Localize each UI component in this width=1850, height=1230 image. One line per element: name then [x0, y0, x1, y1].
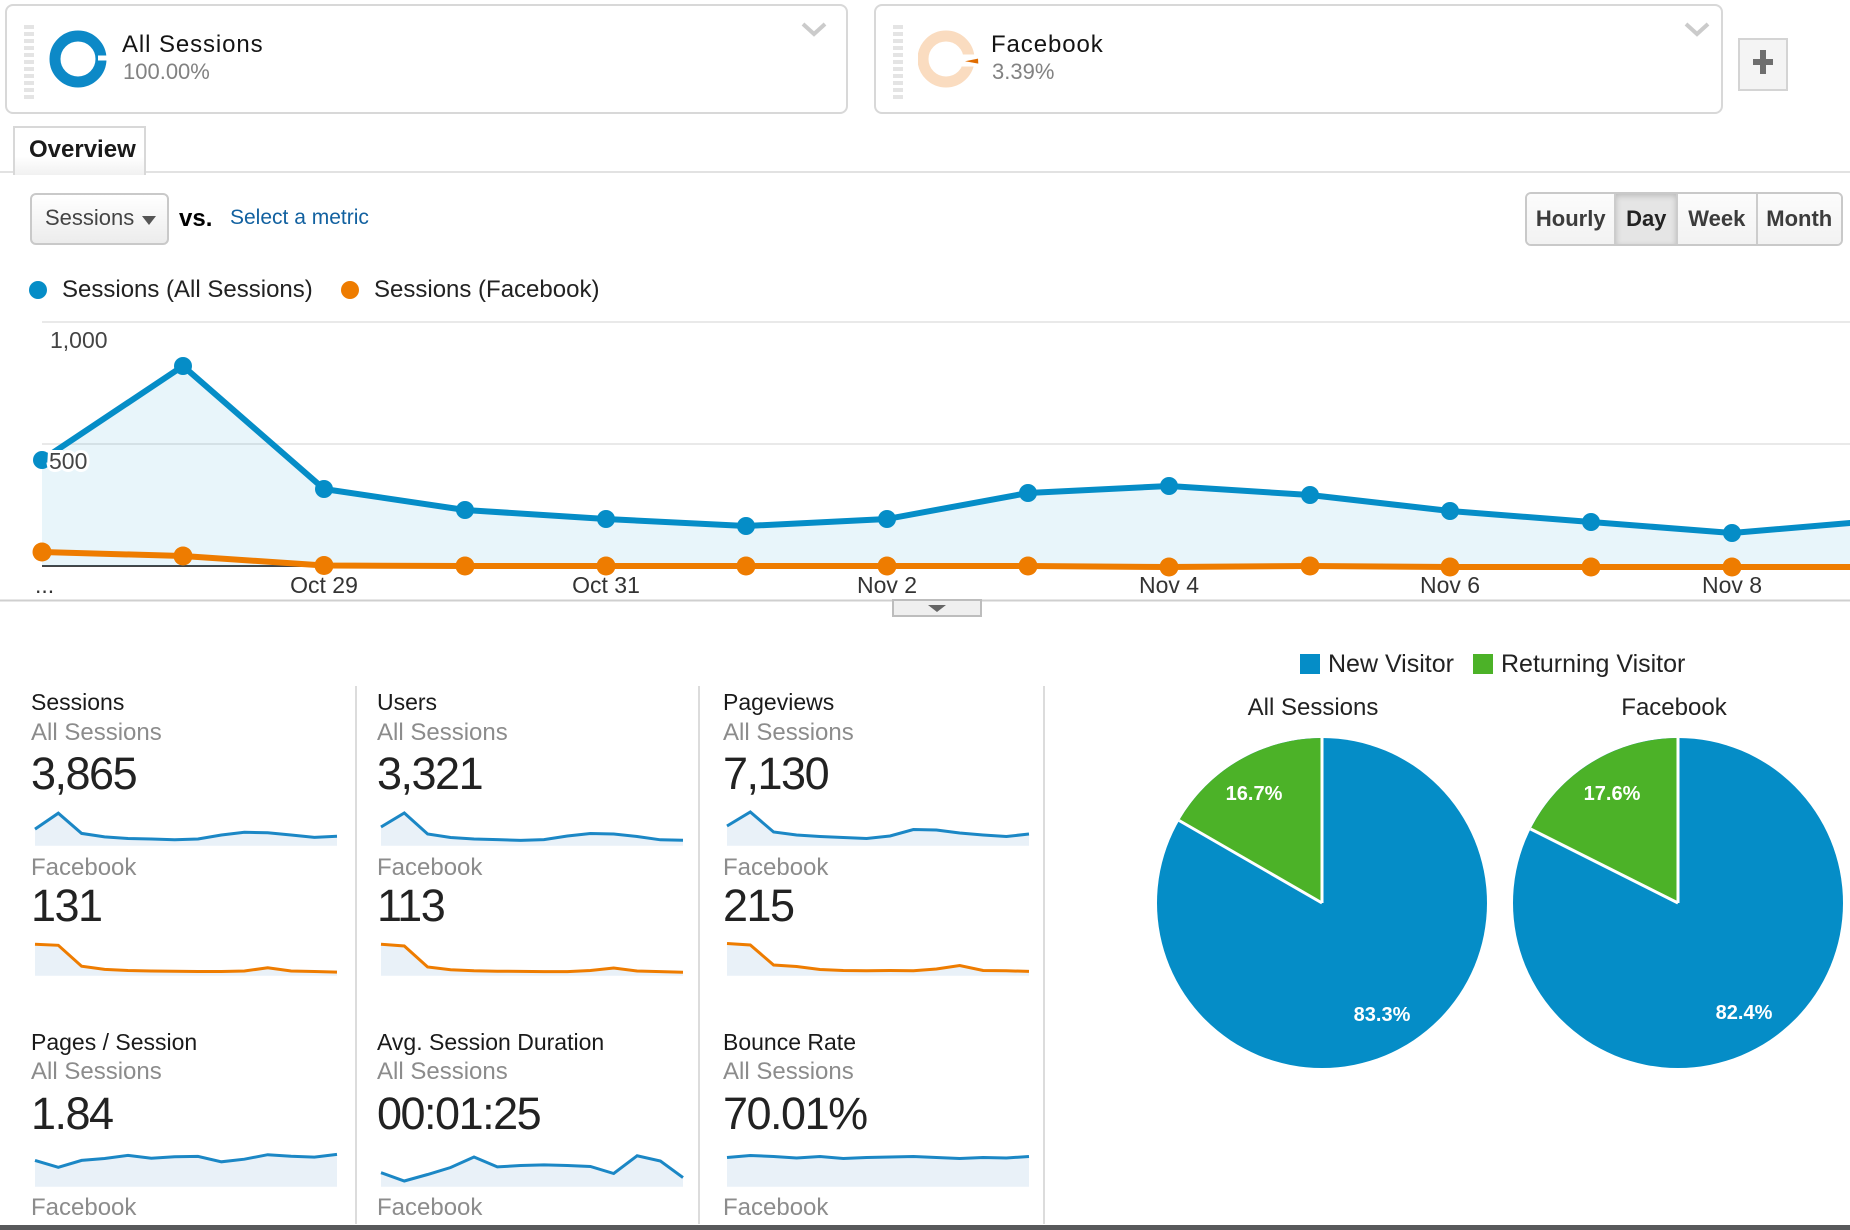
svg-text:Oct 31: Oct 31	[572, 572, 640, 598]
svg-text:1,000: 1,000	[50, 327, 108, 353]
svg-text:82.4%: 82.4%	[1716, 1002, 1773, 1024]
svg-text:500: 500	[49, 448, 87, 474]
svg-text:83.3%: 83.3%	[1354, 1004, 1411, 1026]
svg-text:16.7%: 16.7%	[1226, 783, 1283, 805]
svg-text:Nov 6: Nov 6	[1420, 572, 1480, 598]
svg-text:Nov 8: Nov 8	[1702, 572, 1762, 598]
svg-text:17.6%: 17.6%	[1584, 783, 1641, 805]
svg-text:...: ...	[35, 572, 54, 598]
svg-text:Nov 4: Nov 4	[1139, 572, 1199, 598]
svg-text:Oct 29: Oct 29	[290, 572, 358, 598]
svg-text:Nov 2: Nov 2	[857, 572, 917, 598]
